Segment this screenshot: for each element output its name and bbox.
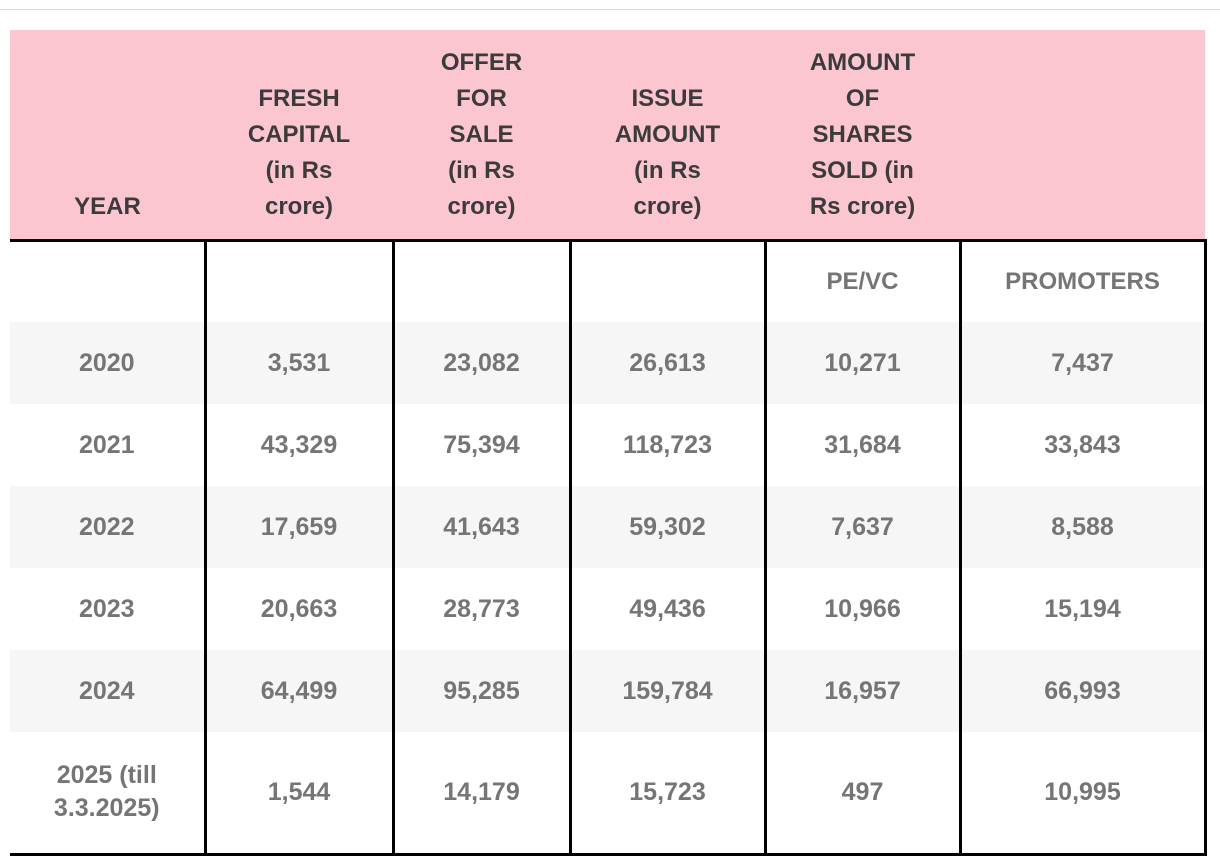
offer-for-sale-cell: 41,643 xyxy=(391,486,570,568)
pe-vc-cell: 10,966 xyxy=(763,568,960,650)
fresh-capital-cell: 1,544 xyxy=(203,732,393,856)
issue-amount-cell: 26,613 xyxy=(568,322,765,404)
table-row-2024: 2024 64,499 95,285 159,784 16,957 66,993 xyxy=(10,650,1207,732)
col-header-amount-shares-sold: AMOUNT OF SHARES SOLD (in Rs crore) xyxy=(765,30,960,242)
pe-vc-cell: 16,957 xyxy=(763,650,960,732)
issue-amount-cell: 118,723 xyxy=(568,404,765,486)
promoters-cell: 33,843 xyxy=(958,404,1207,486)
fresh-capital-cell: 43,329 xyxy=(203,404,393,486)
pe-vc-cell: 7,637 xyxy=(763,486,960,568)
issue-amount-cell: 159,784 xyxy=(568,650,765,732)
year-cell: 2020 xyxy=(10,322,205,404)
pe-vc-cell: 10,271 xyxy=(763,322,960,404)
fresh-capital-cell: 64,499 xyxy=(203,650,393,732)
ipo-fundraising-table: YEAR FRESH CAPITAL (in Rs crore) OFFER F… xyxy=(10,30,1207,856)
year-cell: 2021 xyxy=(10,404,205,486)
offer-for-sale-cell: 14,179 xyxy=(391,732,570,856)
fresh-capital-cell: 17,659 xyxy=(203,486,393,568)
offer-for-sale-cell: 95,285 xyxy=(391,650,570,732)
table-row-2025: 2025 (till 3.3.2025) 1,544 14,179 15,723… xyxy=(10,732,1207,856)
issue-amount-cell: 15,723 xyxy=(568,732,765,856)
col-header-issue-amount: ISSUE AMOUNT (in Rs crore) xyxy=(570,30,765,242)
year-cell: 2022 xyxy=(10,486,205,568)
year-cell: 2024 xyxy=(10,650,205,732)
year-cell: 2025 (till 3.3.2025) xyxy=(10,732,205,856)
offer-for-sale-cell: 23,082 xyxy=(391,322,570,404)
table-row-2021: 2021 43,329 75,394 118,723 31,684 33,843 xyxy=(10,404,1207,486)
subheader-empty-year xyxy=(10,240,205,322)
table-row-2023: 2023 20,663 28,773 49,436 10,966 15,194 xyxy=(10,568,1207,650)
offer-for-sale-cell: 75,394 xyxy=(391,404,570,486)
top-divider xyxy=(0,9,1220,10)
promoters-cell: 7,437 xyxy=(958,322,1207,404)
subheader-empty-offer-for-sale xyxy=(391,240,570,322)
subheader-pe-vc: PE/VC xyxy=(763,240,960,322)
fresh-capital-cell: 3,531 xyxy=(203,322,393,404)
issue-amount-cell: 49,436 xyxy=(568,568,765,650)
col-header-fresh-capital: FRESH CAPITAL (in Rs crore) xyxy=(205,30,393,242)
issue-amount-cell: 59,302 xyxy=(568,486,765,568)
table-row-2020: 2020 3,531 23,082 26,613 10,271 7,437 xyxy=(10,322,1207,404)
promoters-cell: 10,995 xyxy=(958,732,1207,856)
subheader-empty-issue-amount xyxy=(568,240,765,322)
header-row: YEAR FRESH CAPITAL (in Rs crore) OFFER F… xyxy=(10,30,1205,242)
fresh-capital-cell: 20,663 xyxy=(203,568,393,650)
promoters-cell: 66,993 xyxy=(958,650,1207,732)
col-header-year: YEAR xyxy=(10,30,205,242)
promoters-cell: 15,194 xyxy=(958,568,1207,650)
pe-vc-cell: 31,684 xyxy=(763,404,960,486)
year-cell: 2023 xyxy=(10,568,205,650)
subheader-promoters: PROMOTERS xyxy=(958,240,1207,322)
col-header-offer-for-sale: OFFER FOR SALE (in Rs crore) xyxy=(393,30,570,242)
subheader-row: PE/VC PROMOTERS xyxy=(10,240,1207,322)
promoters-cell: 8,588 xyxy=(958,486,1207,568)
col-header-empty xyxy=(960,30,1205,242)
subheader-empty-fresh-capital xyxy=(203,240,393,322)
pe-vc-cell: 497 xyxy=(763,732,960,856)
offer-for-sale-cell: 28,773 xyxy=(391,568,570,650)
table-row-2022: 2022 17,659 41,643 59,302 7,637 8,588 xyxy=(10,486,1207,568)
